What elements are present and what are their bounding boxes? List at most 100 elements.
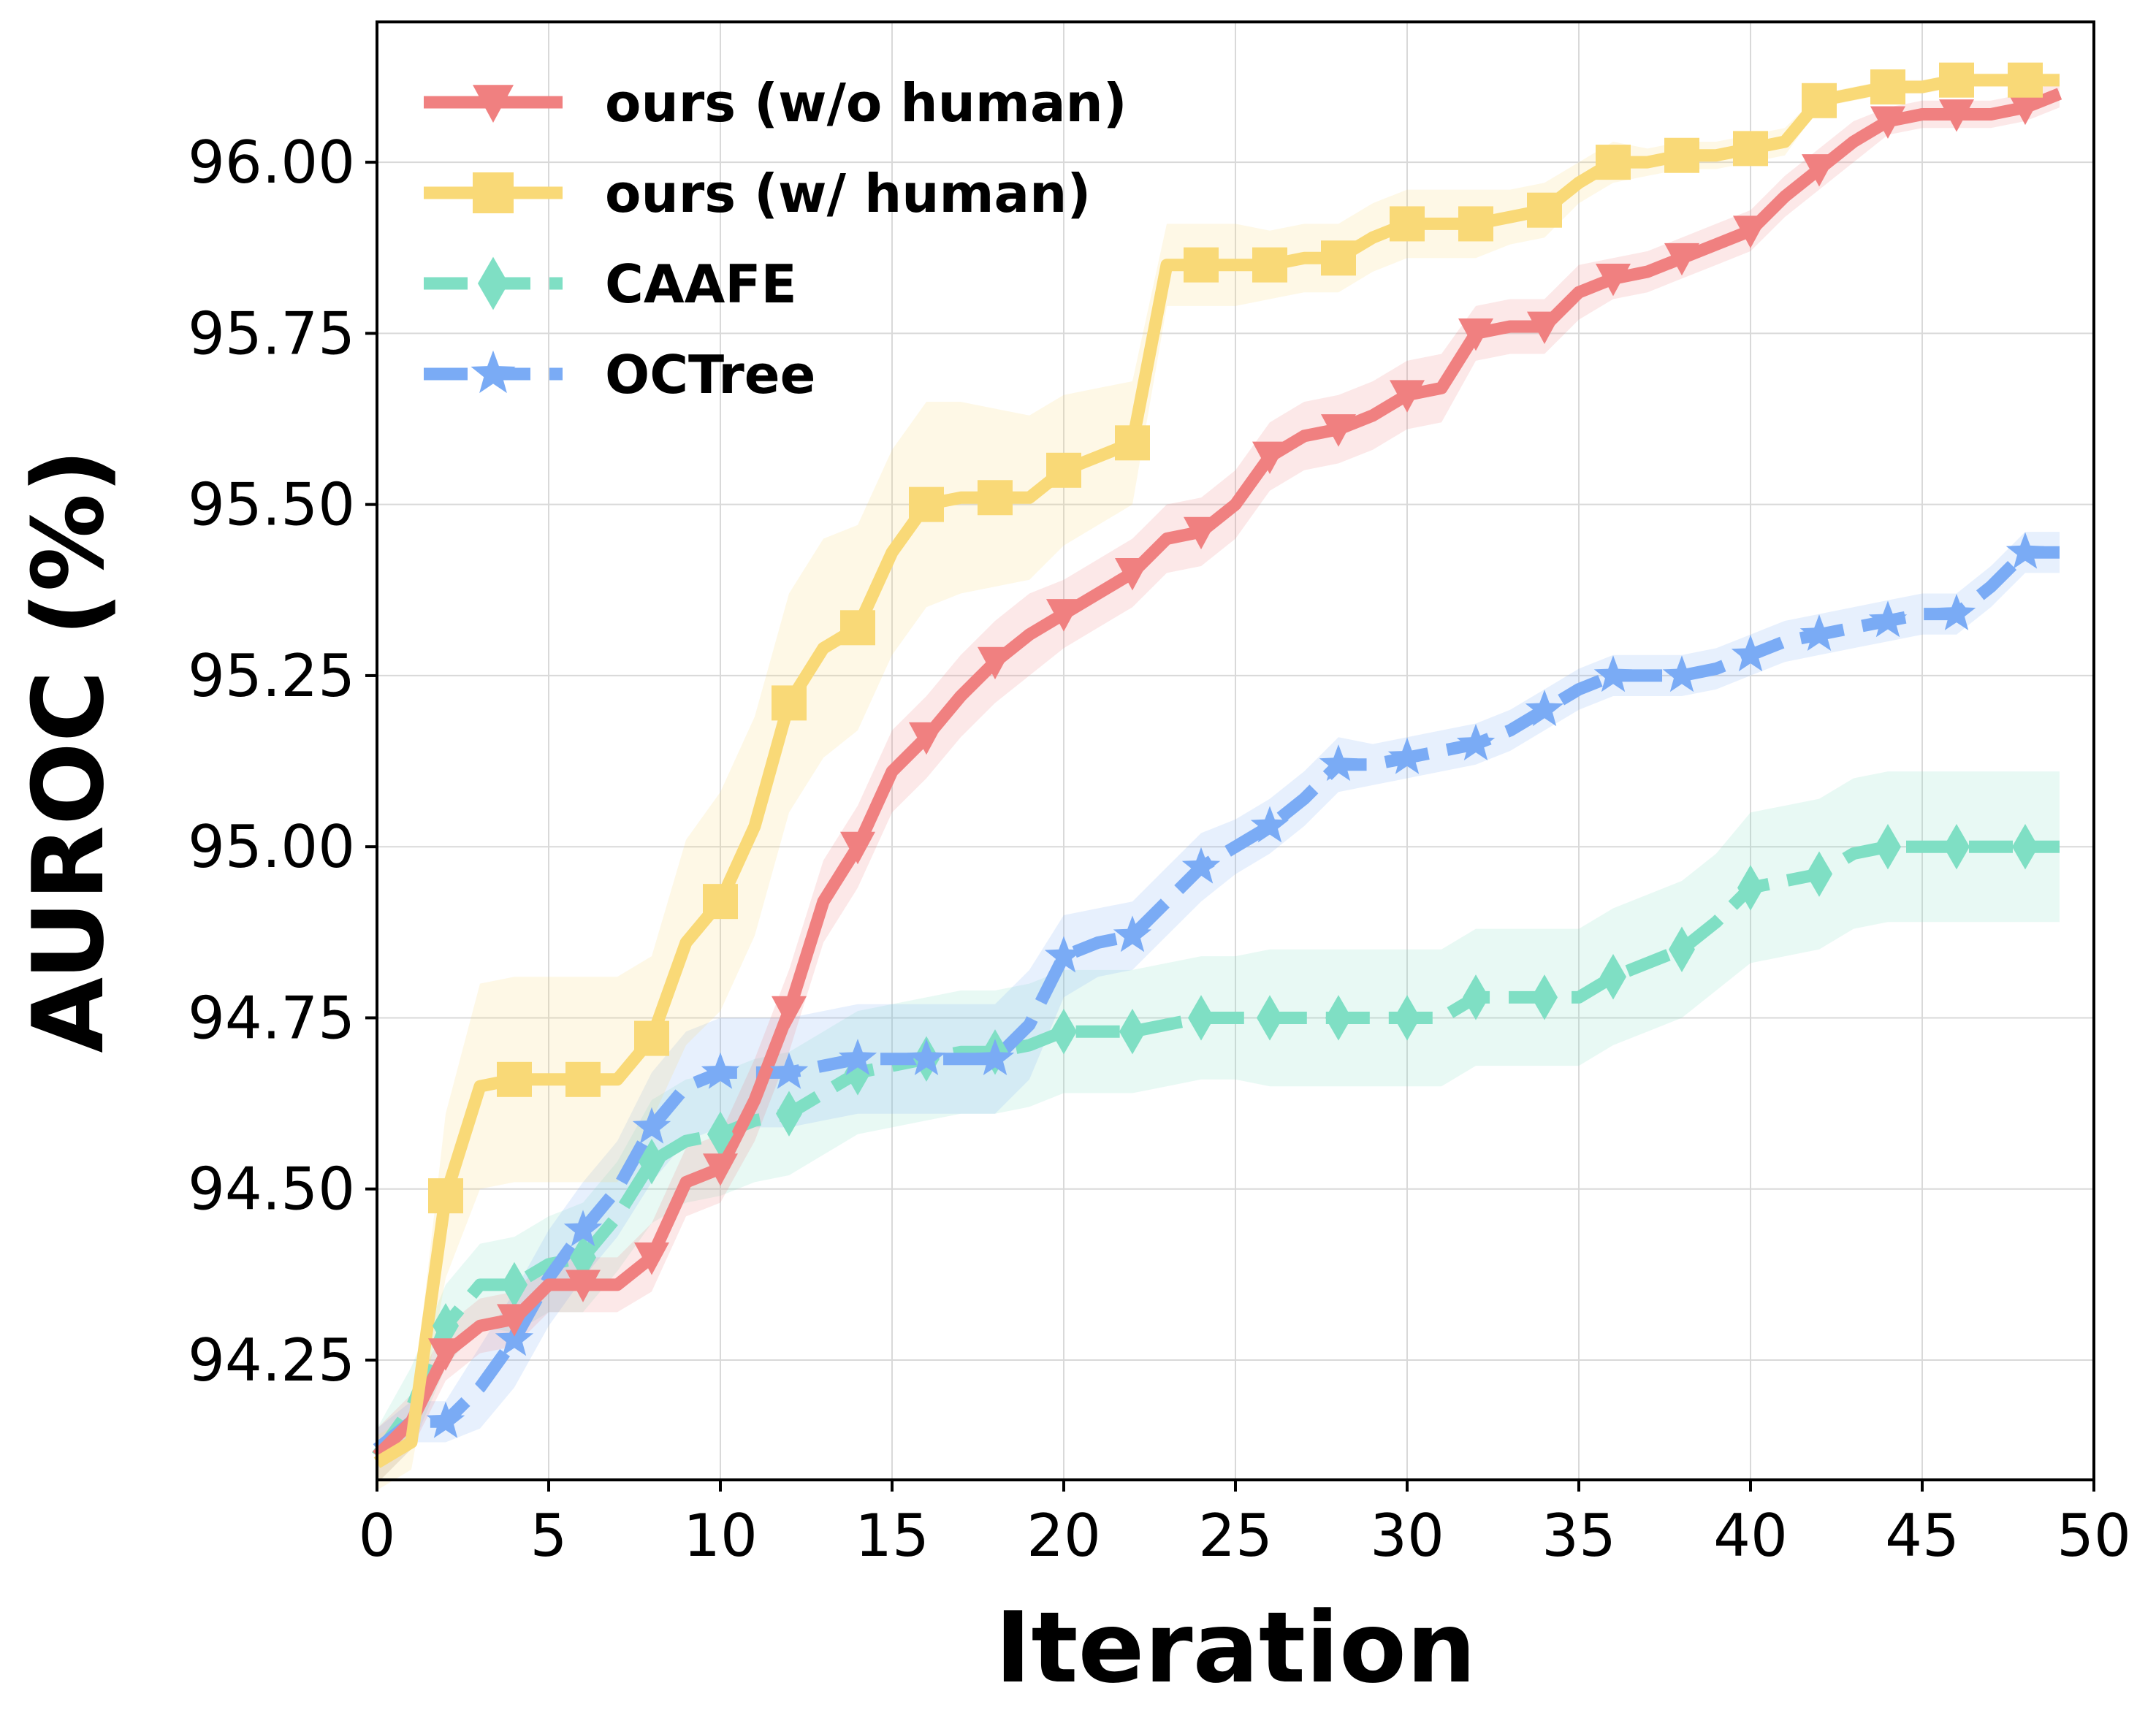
data-point-marker bbox=[1321, 240, 1356, 276]
data-point-marker bbox=[1600, 954, 1626, 1000]
y-tick-label: 96.00 bbox=[188, 129, 355, 196]
data-point-marker bbox=[1463, 974, 1489, 1020]
legend-label: OCTree bbox=[605, 344, 815, 405]
data-point-marker bbox=[1321, 414, 1356, 447]
data-point-marker bbox=[840, 831, 875, 865]
data-point-marker bbox=[426, 1401, 465, 1438]
data-point-marker bbox=[907, 1039, 946, 1075]
y-tick-label: 95.00 bbox=[188, 813, 355, 881]
data-point-marker bbox=[1737, 865, 1764, 911]
data-point-marker bbox=[1531, 974, 1558, 1020]
data-point-marker bbox=[570, 1234, 596, 1280]
data-point-marker bbox=[1937, 594, 1976, 630]
data-point-marker bbox=[634, 1242, 669, 1275]
data-point-marker bbox=[2008, 62, 2043, 98]
data-point-marker bbox=[565, 1270, 601, 1302]
data-point-marker bbox=[1115, 425, 1150, 461]
x-tick-label: 0 bbox=[359, 1502, 396, 1570]
data-point-marker bbox=[1527, 311, 1562, 345]
y-tick-label: 95.50 bbox=[188, 471, 355, 539]
series-line bbox=[373, 546, 2060, 1454]
data-point-marker bbox=[1731, 635, 1770, 672]
series-line bbox=[372, 840, 2060, 1460]
data-point-marker bbox=[772, 685, 807, 721]
data-point-marker bbox=[428, 1338, 463, 1371]
legend-marker bbox=[473, 172, 514, 213]
data-point-marker bbox=[1119, 1009, 1146, 1055]
legend-marker bbox=[473, 85, 514, 123]
data-point-marker bbox=[497, 1061, 532, 1097]
data-point-marker bbox=[838, 1039, 877, 1075]
data-point-marker bbox=[1799, 614, 1839, 651]
data-point-marker bbox=[909, 486, 944, 522]
data-point-marker bbox=[975, 1039, 1015, 1075]
data-point-marker bbox=[769, 1052, 809, 1089]
legend: ours (w/o human) ours (w/ human) CAAFE OCTr… bbox=[424, 72, 1127, 405]
legend-marker bbox=[471, 350, 516, 394]
x-tick-label: 45 bbox=[1885, 1502, 1959, 1570]
data-point-marker bbox=[1257, 995, 1283, 1041]
y-tick-label: 94.25 bbox=[188, 1326, 355, 1394]
data-point-marker bbox=[1733, 131, 1768, 167]
data-point-marker bbox=[1806, 851, 1832, 897]
data-point-marker bbox=[565, 1061, 601, 1097]
data-point-marker bbox=[1458, 318, 1493, 351]
y-tick-label: 95.75 bbox=[188, 299, 355, 367]
data-point-marker bbox=[1115, 557, 1150, 591]
data-point-marker bbox=[634, 1020, 669, 1056]
legend-item: CAAFE bbox=[424, 253, 797, 315]
data-point-marker bbox=[1456, 724, 1496, 760]
y-tick-label: 94.50 bbox=[188, 1156, 355, 1223]
data-point-marker bbox=[1250, 806, 1290, 843]
data-point-marker bbox=[1596, 145, 1631, 180]
data-point-marker bbox=[1868, 600, 1908, 638]
data-point-marker bbox=[1943, 823, 1970, 870]
x-tick-label: 35 bbox=[1542, 1502, 1616, 1570]
data-point-marker bbox=[1184, 247, 1219, 283]
data-point-marker bbox=[1184, 516, 1219, 550]
y-tick-label: 94.75 bbox=[188, 984, 355, 1052]
data-point-marker bbox=[1252, 247, 1287, 283]
x-tick-label: 20 bbox=[1026, 1502, 1101, 1570]
data-point-marker bbox=[1046, 599, 1081, 632]
data-point-marker bbox=[1046, 452, 1081, 488]
data-point-marker bbox=[703, 884, 738, 920]
data-point-marker bbox=[1593, 655, 1633, 692]
data-point-marker bbox=[501, 1261, 527, 1308]
data-point-marker bbox=[1802, 154, 1837, 187]
data-point-marker bbox=[909, 722, 944, 755]
data-point-marker bbox=[1662, 655, 1702, 692]
data-point-marker bbox=[2005, 532, 2045, 569]
data-point-marker bbox=[703, 1153, 738, 1186]
data-point-marker bbox=[1664, 243, 1699, 276]
data-point-marker bbox=[1669, 926, 1695, 972]
data-point-marker bbox=[1733, 215, 1768, 248]
data-point-marker bbox=[1044, 936, 1083, 973]
y-axis-ticks: 94.25 94.50 94.75 95.00 95.25 95.50 95.75 96.00 bbox=[188, 129, 377, 1394]
data-point-marker bbox=[2008, 92, 2043, 126]
data-point-marker bbox=[772, 996, 807, 1029]
data-point-marker bbox=[1181, 847, 1221, 884]
data-point-marker bbox=[495, 1319, 534, 1356]
data-point-marker bbox=[1870, 69, 1905, 105]
legend-item: ours (w/ human) bbox=[424, 163, 1091, 224]
confidence-band bbox=[377, 771, 2060, 1484]
x-axis-ticks: 0 5 10 15 20 25 30 35 40 45 50 bbox=[359, 1480, 2131, 1570]
x-tick-label: 15 bbox=[855, 1502, 929, 1570]
data-point-marker bbox=[2012, 823, 2038, 870]
x-tick-label: 10 bbox=[683, 1502, 758, 1570]
legend-label: ours (w/ human) bbox=[605, 163, 1091, 224]
legend-marker bbox=[478, 256, 508, 310]
data-point-marker bbox=[428, 1178, 463, 1214]
x-tick-label: 50 bbox=[2057, 1502, 2131, 1570]
data-point-marker bbox=[639, 1139, 665, 1185]
data-point-marker bbox=[1390, 206, 1425, 242]
data-point-marker bbox=[1252, 441, 1287, 475]
data-point-marker bbox=[433, 1302, 459, 1349]
data-point-marker bbox=[1394, 995, 1420, 1041]
data-point-marker bbox=[776, 1091, 802, 1137]
legend-label: ours (w/o human) bbox=[605, 72, 1127, 134]
data-point-marker bbox=[563, 1210, 603, 1247]
data-point-marker bbox=[707, 1111, 734, 1157]
